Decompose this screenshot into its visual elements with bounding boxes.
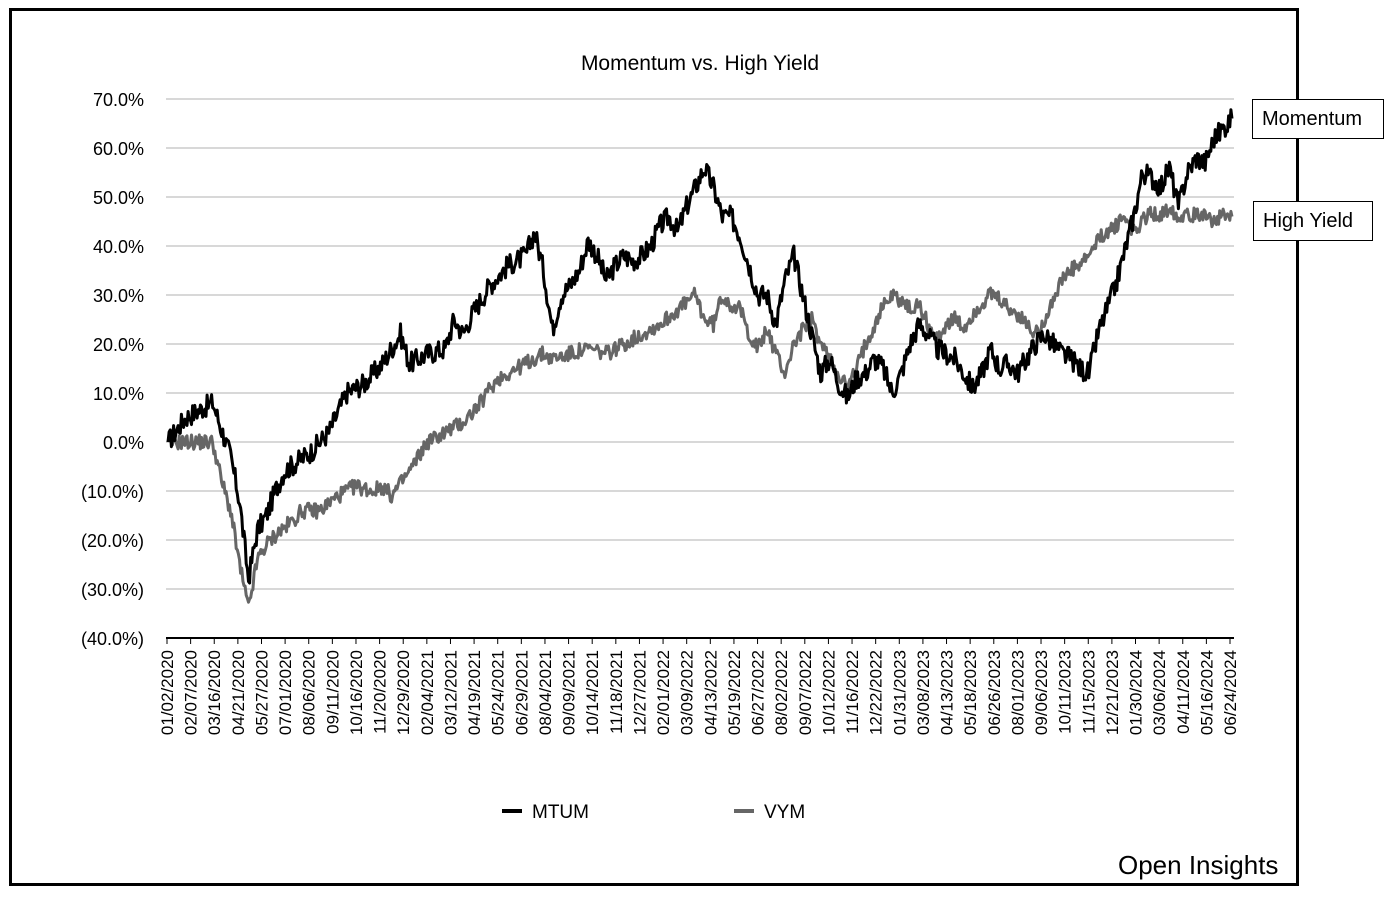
x-tick-label: 08/02/2022 [772, 650, 791, 735]
x-tick-label: 04/21/2020 [229, 650, 248, 735]
x-tick-label: 12/21/2023 [1103, 650, 1122, 735]
legend-label-mtum: MTUM [532, 802, 589, 823]
y-tick-label: 70.0% [93, 90, 144, 110]
x-tick-label: 11/15/2023 [1079, 650, 1098, 734]
x-tick-label: 05/27/2020 [252, 650, 271, 735]
x-tick-label: 06/24/2024 [1221, 650, 1240, 735]
x-tick-label: 11/18/2021 [607, 650, 626, 734]
x-tick-label: 06/27/2022 [749, 650, 768, 735]
x-tick-label: 06/26/2023 [985, 650, 1004, 735]
y-tick-label: 30.0% [93, 286, 144, 306]
x-tick-label: 04/19/2021 [465, 650, 484, 735]
x-tick-label: 10/11/2023 [1056, 650, 1075, 734]
x-tick-label: 05/16/2024 [1197, 650, 1216, 735]
x-tick-label: 05/19/2022 [725, 650, 744, 735]
legend-label-vym: VYM [764, 802, 805, 823]
x-tick-label: 01/02/2020 [158, 650, 177, 735]
x-tick-label: 02/04/2021 [418, 650, 437, 735]
x-tick-label: 09/09/2021 [560, 650, 579, 735]
x-tick-label: 09/11/2020 [323, 650, 342, 734]
x-tick-label: 04/11/2024 [1174, 650, 1193, 734]
x-tick-label: 02/01/2022 [654, 650, 673, 735]
y-axis: 70.0% 60.0% 50.0% 40.0% 30.0% 20.0% 10.0% 0.0% (… [81, 90, 144, 649]
watermark: Open Insights [1118, 850, 1279, 880]
x-tick-label: 10/16/2020 [347, 650, 366, 735]
x-tick-label: 11/16/2022 [843, 650, 862, 734]
momentum-callout: Momentum [1252, 99, 1384, 139]
y-tick-label: 60.0% [93, 139, 144, 159]
x-tick-label: 08/04/2021 [536, 650, 555, 735]
series-line-mtum [166, 108, 1234, 585]
legend: MTUM VYM [502, 802, 805, 823]
x-tick-label: 11/20/2020 [371, 650, 390, 734]
series-line-vym [166, 203, 1234, 604]
x-tick-label: 01/30/2024 [1127, 650, 1146, 735]
x-tick-label: 07/01/2020 [276, 650, 295, 735]
y-tick-label: (40.0%) [81, 629, 144, 649]
x-tick-label: 03/06/2024 [1150, 650, 1169, 735]
x-tick-label: 03/09/2022 [678, 650, 697, 735]
y-tick-label: (10.0%) [81, 482, 144, 502]
x-tick-label: 12/22/2022 [867, 650, 886, 735]
x-tick-label: 05/18/2023 [961, 650, 980, 735]
y-tick-label: 0.0% [103, 433, 144, 453]
x-tick-label: 04/13/2023 [938, 650, 957, 735]
x-tick-label: 04/13/2022 [701, 650, 720, 735]
x-tick-label: 01/31/2023 [890, 650, 909, 735]
x-tick-label: 12/27/2021 [630, 650, 649, 735]
y-tick-label: (20.0%) [81, 531, 144, 551]
x-axis: 01/02/2020 02/07/2020 03/16/2020 04/21/2020… [158, 638, 1240, 735]
x-tick-label: 10/12/2022 [819, 650, 838, 735]
x-tick-label: 03/12/2021 [441, 650, 460, 735]
x-tick-label: 06/29/2021 [512, 650, 531, 735]
x-tick-label: 05/24/2021 [489, 650, 508, 735]
y-tick-label: 40.0% [93, 237, 144, 257]
x-tick-label: 03/08/2023 [914, 650, 933, 735]
y-tick-label: 10.0% [93, 384, 144, 404]
x-tick-label: 03/16/2020 [205, 650, 224, 735]
x-tick-label: 08/06/2020 [300, 650, 319, 735]
x-tick-label: 10/14/2021 [583, 650, 602, 735]
x-tick-label: 12/29/2020 [394, 650, 413, 735]
chart-title: Momentum vs. High Yield [581, 52, 819, 75]
y-tick-label: 20.0% [93, 335, 144, 355]
x-tick-label: 02/07/2020 [182, 650, 201, 735]
x-tick-label: 09/06/2023 [1032, 650, 1051, 735]
y-tick-label: (30.0%) [81, 580, 144, 600]
x-tick-label: 08/01/2023 [1008, 650, 1027, 735]
high-yield-callout: High Yield [1253, 201, 1373, 241]
series-lines [166, 108, 1234, 604]
y-tick-label: 50.0% [93, 188, 144, 208]
x-tick-label: 09/07/2022 [796, 650, 815, 735]
